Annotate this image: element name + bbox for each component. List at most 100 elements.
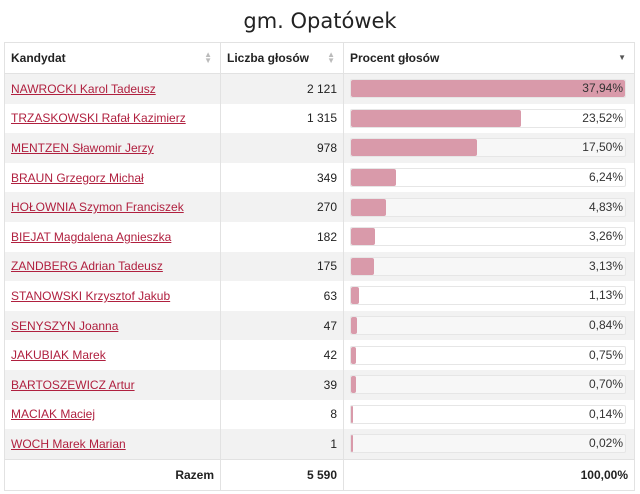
percent-value: 6,24% [588, 170, 623, 185]
candidate-link[interactable]: WOCH Marek Marian [11, 436, 126, 451]
candidate-link[interactable]: JAKUBIAK Marek [11, 348, 106, 363]
total-percent: 100,00% [343, 458, 635, 491]
percent-value: 3,13% [588, 258, 623, 273]
table-row: ZANDBERG Adrian Tadeusz 175 3,13% [4, 251, 635, 282]
votes-cell: 978 [220, 133, 344, 163]
candidate-cell: BARTOSZEWICZ Artur [4, 369, 221, 400]
votes-cell: 63 [220, 281, 344, 311]
total-row: Razem 5 590 100,00% [4, 458, 635, 491]
table-row: NAWROCKI Karol Tadeusz 2 121 37,94% [4, 73, 635, 104]
percent-bar-track: 0,14% [350, 404, 626, 424]
candidate-cell: TRZASKOWSKI Rafał Kazimierz [4, 103, 221, 134]
percent-bar-track: 6,24% [350, 168, 626, 188]
votes-cell: 8 [220, 399, 344, 430]
candidate-link[interactable]: TRZASKOWSKI Rafał Kazimierz [11, 111, 186, 126]
percent-bar-fill [351, 287, 360, 305]
percent-bar-fill [351, 228, 375, 246]
table-row: TRZASKOWSKI Rafał Kazimierz 1 315 23,52% [4, 103, 635, 134]
percent-cell: 23,52% [343, 103, 635, 134]
votes-cell: 42 [220, 340, 344, 370]
percent-bar-fill [351, 80, 625, 98]
percent-cell: 37,94% [343, 73, 635, 104]
percent-value: 4,83% [588, 199, 623, 214]
percent-bar-fill [351, 198, 386, 216]
candidate-link[interactable]: HOŁOWNIA Szymon Franciszek [11, 200, 184, 215]
candidate-cell: HOŁOWNIA Szymon Franciszek [4, 192, 221, 222]
percent-value: 0,14% [588, 406, 623, 421]
percent-cell: 0,14% [343, 399, 635, 430]
percent-bar-track: 17,50% [350, 138, 626, 158]
total-label: Razem [4, 458, 221, 491]
table-row: WOCH Marek Marian 1 0,02% [4, 429, 635, 460]
percent-cell: 0,75% [343, 340, 635, 370]
percent-bar-fill [351, 435, 353, 453]
percent-value: 3,26% [588, 229, 623, 244]
percent-cell: 3,26% [343, 221, 635, 252]
table-header: Kandydat ▲ ▼ Liczba głosów ▲ ▼ Procent gło… [4, 42, 635, 74]
candidate-link[interactable]: BIEJAT Magdalena Agnieszka [11, 229, 172, 244]
percent-bar-fill [351, 139, 478, 157]
votes-cell: 1 315 [220, 103, 344, 134]
candidate-link[interactable]: NAWROCKI Karol Tadeusz [11, 81, 156, 96]
page-title: gm. Opatówek [243, 9, 397, 33]
candidate-link[interactable]: BARTOSZEWICZ Artur [11, 377, 135, 392]
percent-bar-fill [351, 169, 397, 187]
candidate-link[interactable]: STANOWSKI Krzysztof Jakub [11, 288, 171, 303]
candidate-link[interactable]: SENYSZYN Joanna [11, 318, 119, 333]
percent-bar-track: 0,75% [350, 345, 626, 365]
percent-bar-fill [351, 405, 353, 423]
table-row: BRAUN Grzegorz Michał 349 6,24% [4, 162, 635, 193]
percent-value: 17,50% [582, 140, 623, 155]
table-row: BARTOSZEWICZ Artur 39 0,70% [4, 369, 635, 400]
percent-cell: 0,02% [343, 429, 635, 460]
results-table: Kandydat ▲ ▼ Liczba głosów ▲ ▼ Procent gło… [4, 42, 635, 491]
candidate-link[interactable]: BRAUN Grzegorz Michał [11, 170, 144, 185]
votes-cell: 270 [220, 192, 344, 222]
candidate-cell: NAWROCKI Karol Tadeusz [4, 73, 221, 104]
percent-cell: 6,24% [343, 162, 635, 193]
candidate-link[interactable]: MACIAK Maciej [11, 407, 96, 422]
sort-both-icon: ▲ ▼ [327, 50, 335, 65]
sort-desc-icon: ▼ [618, 53, 626, 62]
percent-bar-track: 23,52% [350, 108, 626, 128]
percent-value: 0,84% [588, 318, 623, 333]
percent-cell: 0,84% [343, 310, 635, 341]
votes-cell: 47 [220, 310, 344, 341]
sort-both-icon: ▲ ▼ [204, 50, 212, 65]
candidate-link[interactable]: ZANDBERG Adrian Tadeusz [11, 259, 163, 274]
candidate-cell: ZANDBERG Adrian Tadeusz [4, 251, 221, 282]
votes-cell: 39 [220, 369, 344, 400]
percent-bar-track: 0,70% [350, 375, 626, 395]
percent-cell: 0,70% [343, 369, 635, 400]
percent-cell: 1,13% [343, 281, 635, 311]
percent-bar-fill [351, 257, 374, 275]
candidate-cell: JAKUBIAK Marek [4, 340, 221, 370]
percent-cell: 17,50% [343, 133, 635, 163]
candidate-cell: BRAUN Grzegorz Michał [4, 162, 221, 193]
votes-cell: 1 [220, 429, 344, 460]
table-row: HOŁOWNIA Szymon Franciszek 270 4,83% [4, 192, 635, 222]
percent-bar-fill [351, 376, 357, 394]
percent-value: 37,94% [582, 81, 623, 96]
candidate-cell: SENYSZYN Joanna [4, 310, 221, 341]
percent-value: 0,70% [588, 377, 623, 392]
percent-value: 1,13% [588, 288, 623, 303]
table-row: SENYSZYN Joanna 47 0,84% [4, 310, 635, 341]
column-header-votes[interactable]: Liczba głosów ▲ ▼ [220, 42, 344, 74]
percent-bar-track: 37,94% [350, 79, 626, 99]
candidate-cell: BIEJAT Magdalena Agnieszka [4, 221, 221, 252]
candidate-cell: STANOWSKI Krzysztof Jakub [4, 281, 221, 311]
percent-bar-fill [351, 109, 521, 127]
percent-cell: 4,83% [343, 192, 635, 222]
percent-value: 23,52% [582, 110, 623, 125]
votes-cell: 349 [220, 162, 344, 193]
table-row: BIEJAT Magdalena Agnieszka 182 3,26% [4, 221, 635, 252]
column-header-percent[interactable]: Procent głosów ▼ [343, 42, 635, 74]
candidate-link[interactable]: MENTZEN Sławomir Jerzy [11, 140, 154, 155]
column-header-candidate[interactable]: Kandydat ▲ ▼ [4, 42, 221, 74]
table-row: MACIAK Maciej 8 0,14% [4, 399, 635, 430]
column-header-candidate-label: Kandydat [11, 51, 66, 65]
percent-bar-fill [351, 317, 358, 335]
votes-cell: 182 [220, 221, 344, 252]
percent-bar-track: 0,02% [350, 434, 626, 454]
